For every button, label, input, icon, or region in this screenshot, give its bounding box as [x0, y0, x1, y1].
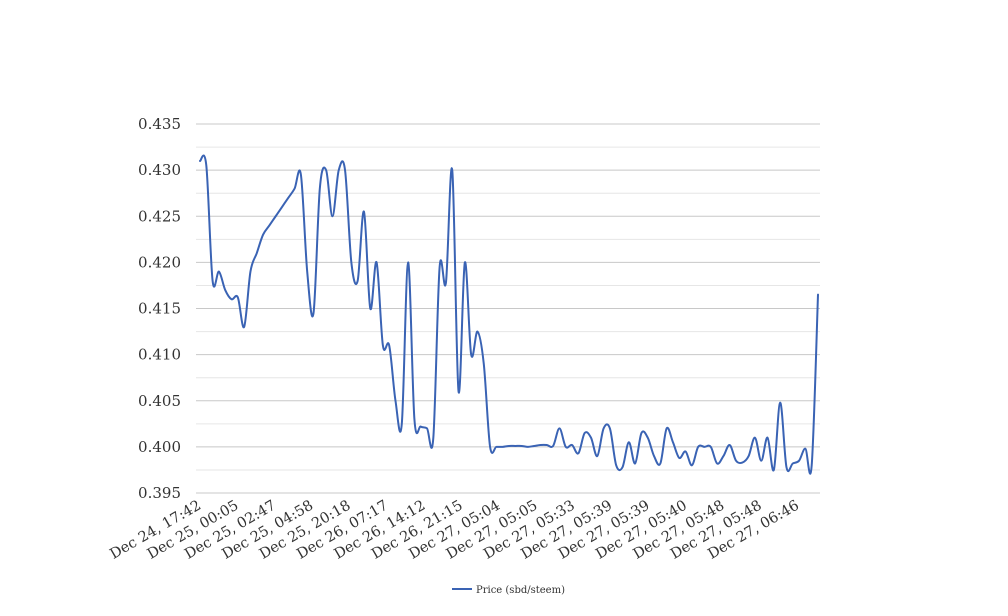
y-tick-label: 0.410 — [138, 346, 181, 364]
legend-label: Price (sbd/steem) — [476, 585, 565, 596]
y-axis: 0.395 0.400 0.405 0.410 0.415 0.420 0.425 0.430… — [138, 115, 181, 502]
y-tick-label: 0.420 — [138, 253, 181, 271]
grid-lines — [196, 123, 820, 494]
y-tick-label: 0.425 — [138, 207, 181, 225]
plot-area — [199, 154, 819, 475]
legend: Price (sbd/steem) — [452, 585, 565, 596]
y-tick-label: 0.400 — [138, 438, 181, 456]
y-tick-label: 0.395 — [138, 484, 181, 502]
y-tick-label: 0.430 — [138, 161, 181, 179]
y-tick-label: 0.435 — [138, 115, 181, 133]
series-line — [199, 154, 819, 475]
y-tick-label: 0.415 — [138, 300, 181, 318]
y-tick-label: 0.405 — [138, 392, 181, 410]
